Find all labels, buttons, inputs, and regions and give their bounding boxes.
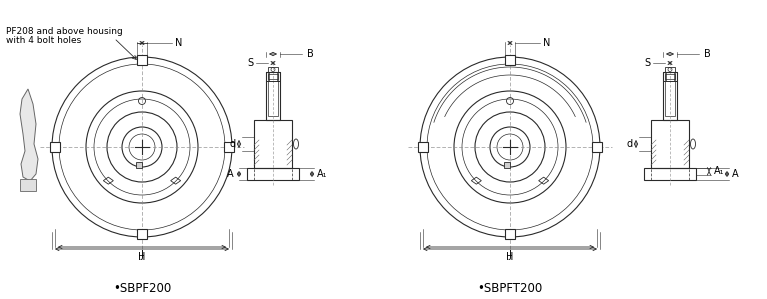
Bar (505, 55, 515, 65)
Text: PF208 and above housing: PF208 and above housing (6, 27, 123, 36)
Text: J: J (509, 250, 512, 260)
Text: A: A (227, 169, 233, 179)
Bar (268, 74, 278, 79)
Bar (20, 179, 36, 191)
Bar (268, 72, 278, 116)
Bar (137, 229, 147, 239)
Text: •SBPF200: •SBPF200 (113, 283, 171, 295)
Text: A₁: A₁ (714, 166, 724, 176)
Bar (136, 162, 142, 168)
Bar (505, 229, 515, 239)
Text: with 4 bolt holes: with 4 bolt holes (6, 36, 81, 45)
Text: H: H (138, 252, 146, 262)
Text: B: B (703, 49, 710, 59)
Bar (663, 72, 677, 120)
Bar (254, 120, 292, 168)
Text: A₁: A₁ (317, 169, 328, 179)
Text: S: S (247, 58, 253, 68)
Bar (665, 74, 675, 79)
Text: d: d (230, 139, 236, 149)
Bar (137, 55, 147, 65)
Text: •SBPFT200: •SBPFT200 (477, 283, 542, 295)
Bar (651, 120, 689, 168)
Bar (224, 142, 234, 152)
Text: B: B (307, 49, 314, 59)
Text: A: A (732, 169, 739, 179)
Bar (266, 72, 280, 81)
Text: S: S (644, 58, 650, 68)
Bar (418, 142, 428, 152)
Bar (247, 168, 299, 180)
Text: N: N (543, 38, 551, 48)
Bar (266, 72, 280, 120)
Bar (663, 72, 677, 81)
Bar (644, 168, 696, 180)
Polygon shape (20, 89, 38, 181)
Bar (592, 142, 602, 152)
Bar (50, 142, 60, 152)
Text: N: N (176, 38, 183, 48)
Bar (504, 162, 510, 168)
Bar (268, 67, 278, 72)
Text: J: J (140, 250, 143, 260)
Text: H: H (506, 252, 514, 262)
Bar (665, 67, 675, 72)
Text: d: d (627, 139, 633, 149)
Bar (665, 72, 675, 116)
